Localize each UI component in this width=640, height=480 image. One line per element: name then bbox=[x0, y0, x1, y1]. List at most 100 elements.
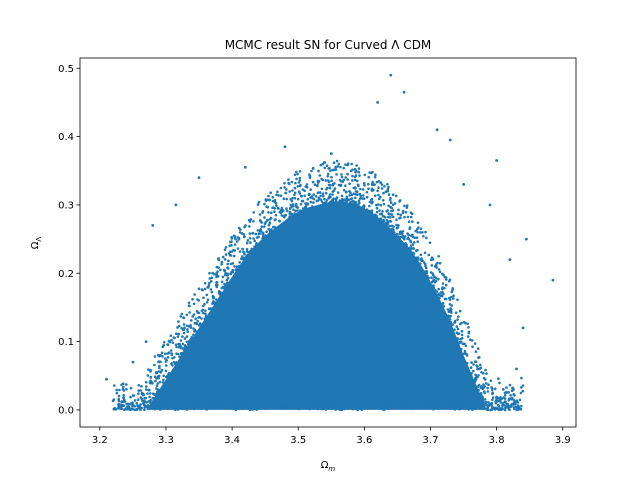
sample-point bbox=[226, 276, 230, 280]
outlier-point bbox=[402, 90, 406, 94]
sample-point bbox=[292, 404, 296, 408]
sample-point bbox=[298, 176, 302, 180]
sample-point bbox=[499, 408, 503, 411]
sample-point bbox=[221, 255, 225, 259]
sample-point bbox=[325, 199, 329, 202]
sample-point bbox=[365, 208, 369, 211]
sample-point bbox=[293, 186, 297, 190]
sample-point bbox=[309, 200, 313, 204]
sample-point bbox=[368, 209, 371, 213]
sample-point bbox=[267, 223, 271, 227]
sample-point bbox=[263, 216, 266, 219]
sample-point bbox=[122, 385, 125, 389]
sample-point bbox=[257, 200, 261, 204]
sample-point bbox=[164, 352, 167, 356]
sample-point bbox=[208, 277, 212, 280]
sample-point bbox=[374, 173, 377, 176]
sample-point bbox=[399, 216, 402, 219]
sample-point bbox=[111, 399, 115, 403]
y-tick-label: 0.1 bbox=[58, 337, 74, 348]
sample-point bbox=[440, 287, 444, 291]
sample-point bbox=[352, 192, 356, 196]
sample-point bbox=[283, 186, 286, 189]
sample-point bbox=[176, 326, 179, 329]
sample-point bbox=[276, 207, 280, 210]
sample-point bbox=[481, 387, 485, 391]
sample-point bbox=[253, 402, 257, 405]
sample-point bbox=[182, 328, 185, 332]
outlier-point bbox=[525, 237, 528, 241]
sample-point bbox=[451, 403, 455, 407]
sample-point bbox=[283, 182, 286, 185]
sample-point bbox=[406, 204, 409, 207]
sample-point bbox=[117, 394, 121, 398]
sample-point bbox=[300, 405, 304, 408]
sample-point bbox=[167, 351, 171, 354]
sample-point bbox=[183, 337, 187, 340]
sample-point bbox=[379, 401, 382, 405]
sample-point bbox=[136, 407, 140, 410]
sample-point bbox=[510, 389, 514, 393]
sample-point bbox=[324, 408, 328, 411]
sample-point bbox=[205, 408, 208, 411]
sample-point bbox=[254, 232, 258, 236]
sample-point bbox=[383, 185, 386, 188]
sample-point bbox=[415, 236, 419, 239]
sample-point bbox=[251, 407, 254, 410]
sample-point bbox=[449, 307, 452, 310]
sample-point bbox=[448, 404, 452, 407]
sample-point bbox=[323, 197, 326, 201]
sample-point bbox=[370, 189, 374, 192]
sample-point bbox=[348, 189, 351, 193]
sample-point bbox=[382, 191, 385, 195]
sample-point bbox=[288, 190, 292, 193]
outlier-point bbox=[495, 159, 498, 162]
sample-point bbox=[234, 237, 237, 241]
sample-point bbox=[182, 323, 186, 326]
sample-point bbox=[120, 405, 123, 408]
sample-point bbox=[180, 312, 184, 316]
sample-point bbox=[133, 405, 137, 408]
sample-point bbox=[450, 311, 453, 314]
sample-point bbox=[353, 178, 357, 182]
sample-point bbox=[478, 367, 481, 371]
sample-point bbox=[170, 338, 173, 342]
sample-point bbox=[269, 403, 273, 407]
sample-point bbox=[470, 372, 474, 375]
sample-point bbox=[286, 209, 289, 213]
sample-point bbox=[171, 405, 174, 408]
sample-point bbox=[185, 335, 189, 338]
sample-point bbox=[342, 166, 346, 170]
sample-point bbox=[275, 193, 278, 196]
sample-point bbox=[511, 396, 514, 400]
sample-point bbox=[197, 324, 201, 327]
sample-point bbox=[344, 401, 348, 405]
sample-point bbox=[199, 402, 203, 406]
sample-point bbox=[519, 391, 523, 395]
sample-point bbox=[463, 349, 467, 353]
outlier-point bbox=[329, 152, 333, 156]
sample-point bbox=[330, 175, 333, 179]
sample-point bbox=[392, 404, 395, 408]
sample-point bbox=[177, 320, 180, 323]
sample-point bbox=[456, 337, 459, 340]
sample-point bbox=[208, 281, 211, 285]
sample-point bbox=[224, 284, 228, 288]
sample-point bbox=[215, 281, 218, 284]
sample-point bbox=[244, 256, 247, 259]
sample-point bbox=[379, 217, 382, 221]
sample-point bbox=[460, 333, 464, 337]
sample-point bbox=[136, 398, 140, 402]
y-tick-label: 0.0 bbox=[58, 405, 74, 416]
sample-point bbox=[494, 401, 498, 405]
sample-point bbox=[220, 262, 223, 266]
sample-point bbox=[456, 298, 459, 302]
sample-point bbox=[451, 323, 454, 327]
sample-point bbox=[401, 211, 405, 215]
sample-point bbox=[322, 194, 325, 198]
sample-point bbox=[225, 278, 229, 282]
sample-point bbox=[291, 189, 294, 192]
sample-point bbox=[469, 366, 473, 369]
sample-point bbox=[137, 392, 140, 395]
y-axis-label: ΩΛ bbox=[30, 237, 43, 250]
